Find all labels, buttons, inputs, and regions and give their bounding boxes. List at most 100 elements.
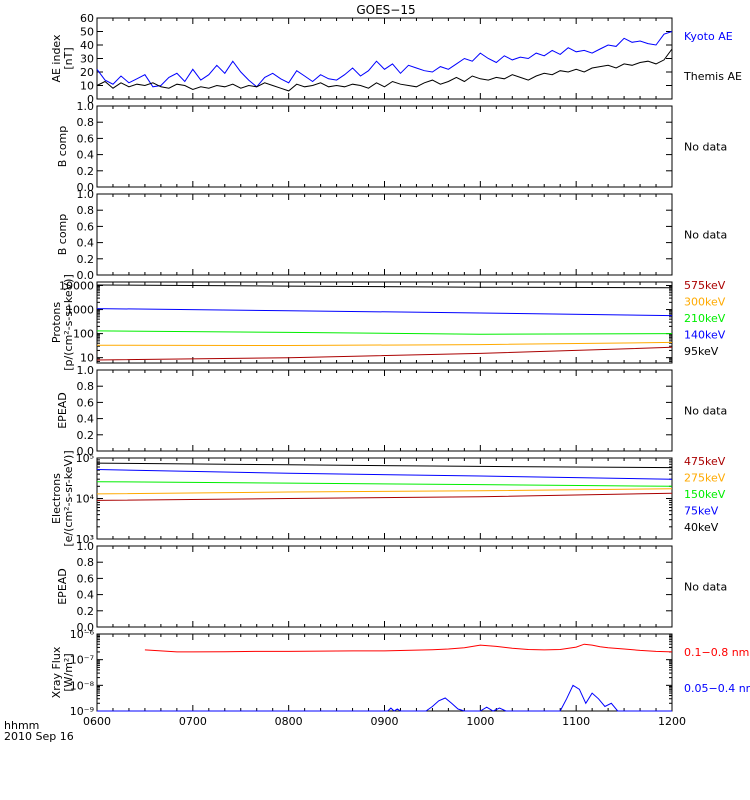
y-tick-label: 0.0: [77, 269, 95, 282]
series-line-themis-ae: [96, 48, 673, 92]
panel-frame: [96, 633, 673, 712]
legend-label: Themis AE: [683, 70, 742, 83]
series-line-kyoto-ae: [96, 31, 673, 88]
series-line-95kev: [96, 284, 673, 289]
y-tick-label: 60: [80, 12, 94, 25]
y-tick-label: 10000: [59, 280, 94, 293]
y-tick-label: 10⁻⁷: [70, 654, 94, 667]
x-tick-label: 1200: [658, 715, 686, 728]
series-line-300kev: [96, 341, 673, 347]
y-axis-title: Electrons: [50, 473, 63, 524]
y-tick-label: 0.6: [77, 396, 95, 409]
x-axis-labels: 0600 0700 0800 0900 1000 1100 1200: [83, 715, 686, 728]
y-tick-label: 0.8: [77, 556, 95, 569]
legend-label: 475keV: [684, 455, 726, 468]
y-tick-label: 1.0: [77, 364, 95, 377]
legend-label: 0.1−0.8 nm: [684, 646, 749, 659]
y-axis-title: Xray Flux: [50, 646, 63, 698]
y-tick-label: 0.2: [77, 253, 95, 266]
y-axis-title: EPEAD: [56, 392, 69, 429]
legend-label: 275keV: [684, 472, 726, 485]
series-line-75kev: [96, 469, 673, 480]
panel-frame: [96, 281, 673, 364]
legend-label: 40keV: [684, 521, 719, 534]
y-axis-title: [e/(cm²-s-sr-keV)]: [62, 450, 75, 546]
y-tick-label: 10⁵: [76, 452, 94, 465]
x-tick-label: 1100: [562, 715, 590, 728]
y-tick-label: 0.0: [77, 181, 95, 194]
y-tick-label: 1000: [66, 304, 94, 317]
y-tick-label: 10⁻⁹: [70, 705, 94, 718]
y-tick-label: 0.8: [77, 380, 95, 393]
panel-frame: [96, 545, 673, 628]
panel-protons: 10 100 1000 10000 Protons [p/(cm²-s-sr-keV)] 5…: [50, 274, 726, 371]
y-tick-label: 10: [80, 352, 94, 365]
legend-label: 0.05−0.4 nm: [684, 682, 750, 695]
y-tick-label: 100: [73, 328, 94, 341]
legend-label: Kyoto AE: [684, 30, 733, 43]
series-line-0-1-0-8-nm: [144, 643, 673, 653]
series-line-150kev: [96, 481, 673, 487]
panel-epead1: 0.0 0.2 0.4 0.6 0.8 1.0 EPEAD No data: [56, 364, 727, 458]
x-tick-label: 0700: [179, 715, 207, 728]
panel-frame: [96, 457, 673, 540]
no-data-label: No data: [684, 229, 727, 242]
y-tick-label: 0.2: [77, 605, 95, 618]
y-tick-label: 50: [80, 26, 94, 39]
date-label: 2010 Sep 16: [4, 730, 74, 743]
legend-label: 210keV: [684, 312, 726, 325]
legend-label: 95keV: [684, 345, 719, 358]
series-line-275kev: [96, 488, 673, 495]
y-tick-label: 20: [80, 66, 94, 79]
panel-frame: [96, 193, 673, 276]
legend-label: 140keV: [684, 329, 726, 342]
y-tick-label: 0.4: [77, 149, 95, 162]
y-tick-label: 0.0: [77, 621, 95, 634]
series-line-475kev: [96, 492, 673, 501]
y-tick-label: 0.4: [77, 589, 95, 602]
y-axis-title: [W/m²]: [62, 653, 75, 691]
y-tick-label: 0.6: [77, 220, 95, 233]
y-tick-label: 10⁴: [76, 493, 95, 506]
series-line-140kev: [96, 308, 673, 317]
y-tick-label: 0: [87, 93, 94, 106]
y-tick-label: 1.0: [77, 540, 95, 553]
panel-bcomp1: 0.0 0.2 0.4 0.6 0.8 1.0 B comp No data: [56, 100, 727, 194]
panel-frame: [96, 105, 673, 188]
panel-electrons: 10³ 10⁴ 10⁵ Electrons [e/(cm²-s-sr-keV)] 475k…: [50, 450, 726, 546]
series-line-0-05-0-4-nm: [97, 684, 672, 712]
panel-epead2: 0.0 0.2 0.4 0.6 0.8 1.0 EPEAD No data: [56, 540, 727, 634]
panel-bcomp2: 0.0 0.2 0.4 0.6 0.8 1.0 B comp No data: [56, 188, 727, 282]
y-tick-label: 0.8: [77, 116, 95, 129]
y-tick-label: 10⁻⁸: [70, 679, 95, 692]
y-axis-title: B comp: [56, 214, 69, 256]
time-axis-label: hhmm: [4, 719, 39, 732]
y-tick-label: 0.2: [77, 429, 95, 442]
y-tick-label: 10⁻⁶: [70, 628, 95, 641]
legend-label: 150keV: [684, 488, 726, 501]
series-line-210kev: [96, 330, 673, 335]
no-data-label: No data: [684, 141, 727, 154]
y-axis-title: Protons: [50, 302, 63, 343]
x-tick-label: 0600: [83, 715, 111, 728]
panel-xray: 10⁻⁹ 10⁻⁸ 10⁻⁷ 10⁻⁶ Xray Flux [W/m²] 0.1−0.8 n…: [50, 628, 750, 718]
y-tick-label: 0.6: [77, 572, 95, 585]
y-tick-label: 1.0: [77, 188, 95, 201]
y-tick-label: 0.0: [77, 445, 95, 458]
y-tick-label: 0.4: [77, 413, 95, 426]
y-tick-label: 30: [80, 53, 94, 66]
y-axis-title: B comp: [56, 126, 69, 168]
y-tick-label: 10³: [76, 533, 94, 546]
x-tick-label: 0800: [275, 715, 303, 728]
series-line-575kev: [96, 346, 673, 361]
panel-frame: [96, 369, 673, 452]
y-tick-label: 0.8: [77, 204, 95, 217]
y-tick-label: 10: [80, 80, 94, 93]
y-axis-title: EPEAD: [56, 568, 69, 605]
no-data-label: No data: [684, 405, 727, 418]
figure-title: GOES−15: [356, 3, 415, 17]
y-axis-title: [nT]: [62, 47, 75, 69]
